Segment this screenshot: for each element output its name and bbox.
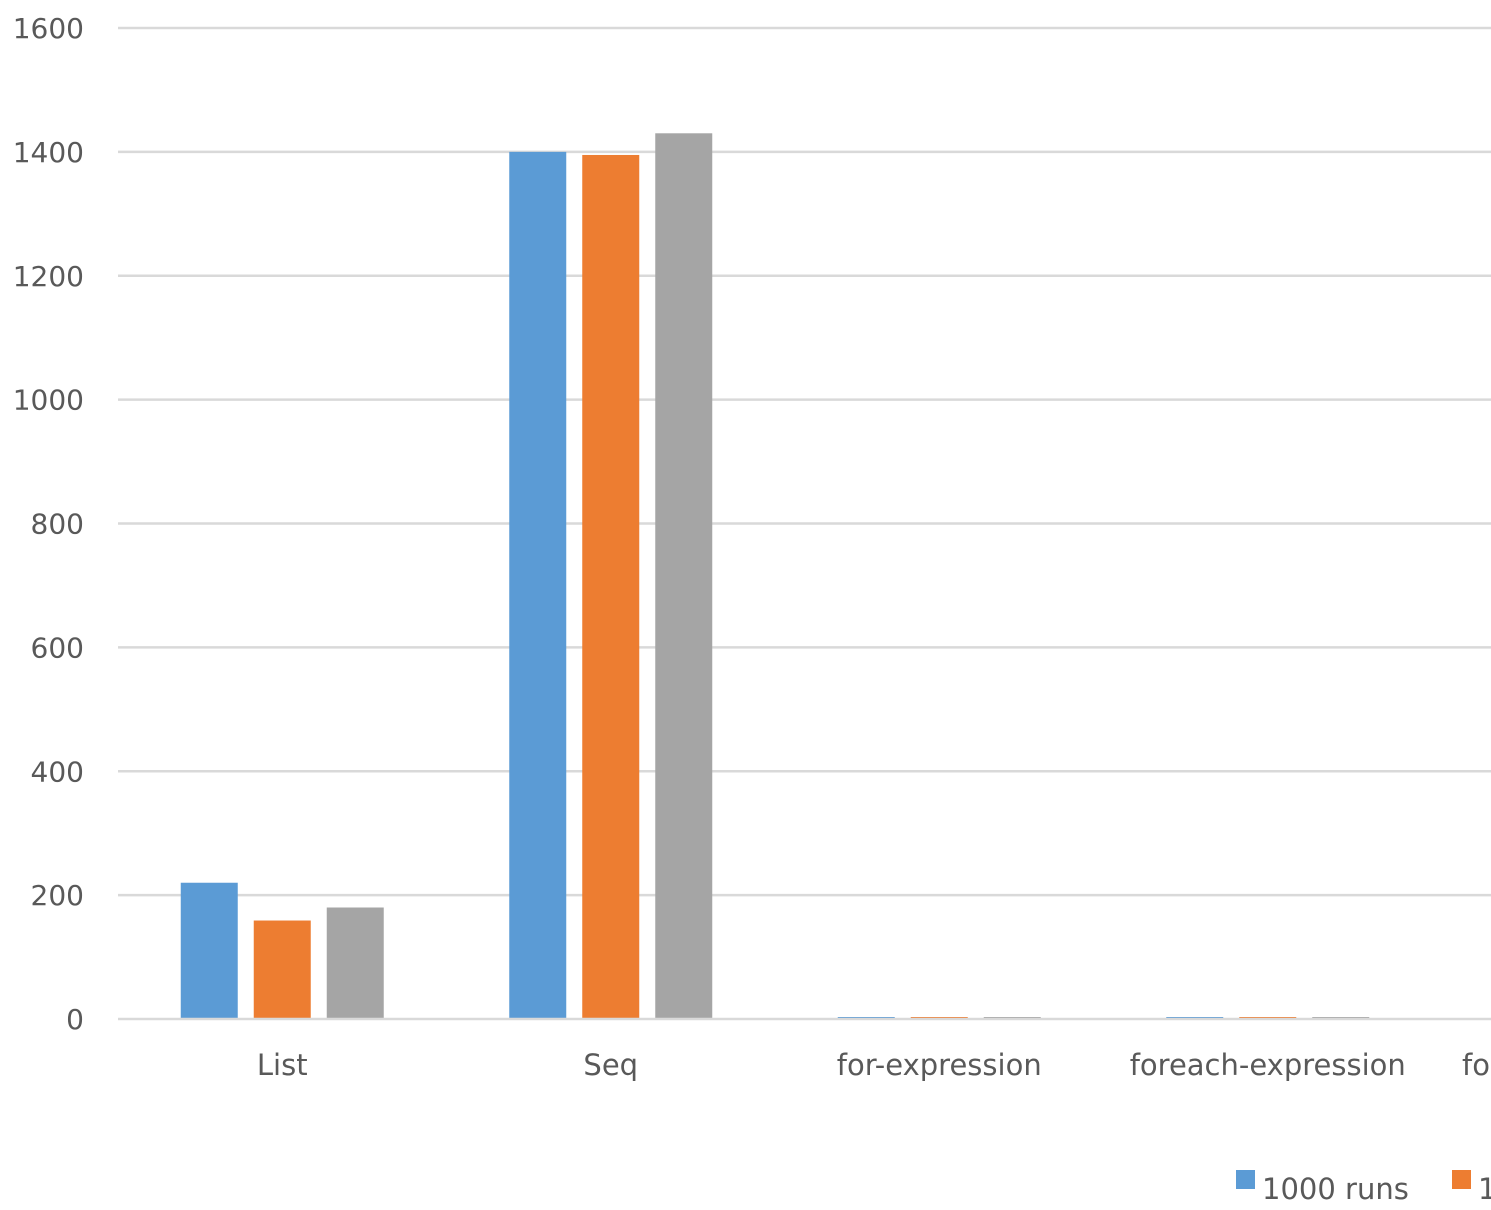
y-tick-label: 0 [66, 1003, 84, 1036]
y-tick-label: 600 [31, 631, 84, 664]
bars [180, 133, 1370, 1020]
y-tick-label: 1000 [13, 384, 84, 417]
bar [509, 151, 567, 1019]
y-tick-label: 1200 [13, 260, 84, 293]
legend: 1000 runs 1 [1236, 1170, 1491, 1206]
legend-swatch [1452, 1170, 1471, 1189]
x-category-label: List [257, 1048, 308, 1082]
legend-label: 1000 runs [1262, 1172, 1409, 1205]
x-category-label: for-expression [837, 1048, 1042, 1082]
y-tick-label: 400 [31, 755, 84, 788]
bar [253, 920, 311, 1019]
bar [180, 882, 238, 1019]
x-category-label: Seq [583, 1048, 638, 1082]
y-axis-ticks: 0 200 400 600 800 1000 1200 1400 1600 [13, 12, 84, 1036]
x-category-label: foreach-expression [1130, 1048, 1406, 1082]
bar [655, 133, 713, 1019]
bar [326, 907, 384, 1019]
y-tick-label: 200 [31, 879, 84, 912]
legend-label: 1 [1478, 1172, 1491, 1205]
gridlines [118, 26, 1491, 897]
x-axis-category-labels: List Seq for-expression foreach-expression f… [257, 1048, 1490, 1082]
legend-swatch [1236, 1170, 1255, 1189]
y-tick-label: 1600 [13, 12, 84, 45]
x-category-label: fo [1462, 1048, 1490, 1082]
bar [582, 154, 640, 1020]
y-tick-label: 800 [31, 508, 84, 541]
y-tick-label: 1400 [13, 136, 84, 169]
